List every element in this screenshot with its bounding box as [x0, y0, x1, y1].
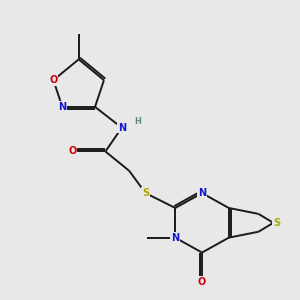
Text: O: O: [49, 75, 58, 85]
Text: S: S: [273, 218, 280, 228]
Text: O: O: [68, 146, 76, 157]
Text: N: N: [198, 188, 206, 198]
Text: S: S: [142, 188, 149, 198]
Text: O: O: [198, 277, 206, 287]
Text: H: H: [134, 117, 141, 126]
Text: N: N: [118, 123, 126, 133]
Text: N: N: [58, 102, 66, 112]
Text: N: N: [171, 233, 179, 243]
